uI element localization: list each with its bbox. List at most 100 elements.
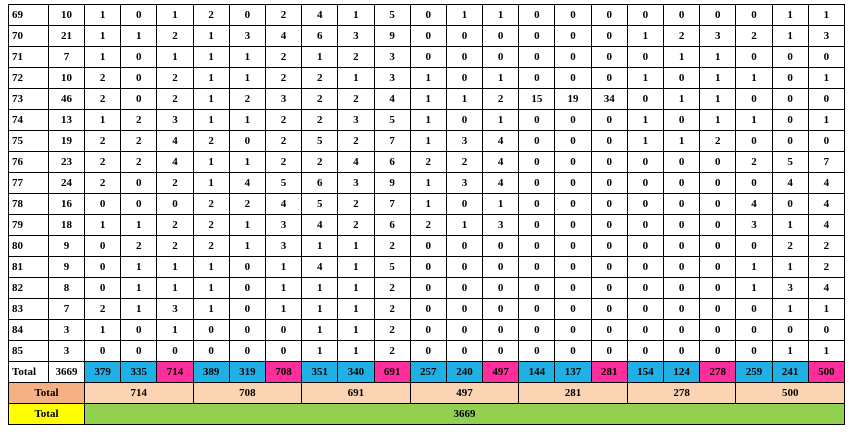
cell: 1: [626, 67, 665, 89]
cell: 0: [445, 25, 484, 47]
cell: 8: [48, 277, 85, 299]
cell: 0: [554, 298, 592, 320]
total-cell: 278: [699, 361, 737, 383]
total-cell: 340: [337, 361, 375, 383]
cell: 1: [83, 46, 122, 68]
cell: 19: [554, 88, 592, 110]
cell: 1: [192, 109, 230, 131]
cell: 0: [518, 277, 556, 299]
cell: 1: [301, 319, 339, 341]
cell: 1: [337, 340, 375, 362]
cell: 0: [554, 256, 592, 278]
cell: 0: [409, 256, 447, 278]
cell: 0: [445, 277, 484, 299]
row-label: 69: [8, 4, 49, 26]
cell: 3: [735, 214, 773, 236]
cell: 2: [735, 25, 773, 47]
cell: 13: [48, 109, 85, 131]
cell: 2: [337, 130, 375, 152]
cell: 2: [156, 214, 194, 236]
cell: 0: [662, 298, 701, 320]
cell: 1: [264, 277, 303, 299]
cell: 1: [735, 109, 773, 131]
table-row: 71 7 1 0 1 1 1 2 1 2 3 0 0 0 0 0 0 0 1 1 0 0 0: [8, 46, 846, 68]
cell: 1: [83, 214, 122, 236]
total-label: Total: [8, 361, 49, 383]
cell: 2: [83, 88, 122, 110]
cell: 0: [228, 130, 266, 152]
cell: 0: [120, 340, 158, 362]
cell: 1: [409, 172, 447, 194]
cell: 2: [120, 109, 158, 131]
cell: 16: [48, 193, 85, 215]
group-total-cell: 714: [84, 382, 194, 404]
total-cell: 259: [735, 361, 773, 383]
cell: 1: [156, 4, 194, 26]
cell: 2: [337, 214, 375, 236]
cell: 0: [554, 235, 592, 257]
cell: 0: [771, 319, 809, 341]
cell: 1: [445, 88, 484, 110]
cell: 2: [264, 109, 303, 131]
table-row: 85 3 0 0 0 0 0 0 1 1 2 0 0 0 0 0 0 0 0 0 0 1 1: [8, 340, 846, 362]
cell: 5: [373, 4, 411, 26]
total-row: Total 3669 379 335 714 389 319 708 351 340 691 257 2…: [8, 361, 846, 383]
cell: 0: [482, 25, 520, 47]
cell: 0: [735, 46, 773, 68]
cell: 0: [626, 277, 665, 299]
row-label: 81: [8, 256, 49, 278]
cell: 4: [301, 4, 339, 26]
cell: 1: [699, 67, 737, 89]
cell: 0: [120, 193, 158, 215]
cell: 1: [192, 46, 230, 68]
cell: 2: [409, 214, 447, 236]
cell: 1: [301, 46, 339, 68]
cell: 0: [518, 256, 556, 278]
cell: 4: [482, 130, 520, 152]
cell: 2: [156, 25, 194, 47]
cell: 0: [518, 109, 556, 131]
cell: 0: [626, 172, 665, 194]
cell: 1: [409, 67, 447, 89]
cell: 0: [626, 88, 665, 110]
cell: 0: [590, 109, 628, 131]
cell: 2: [120, 151, 158, 173]
cell: 0: [409, 277, 447, 299]
cell: 2: [735, 151, 773, 173]
cell: 2: [83, 130, 122, 152]
cell: 4: [807, 172, 846, 194]
cell: 0: [771, 109, 809, 131]
cell: 4: [482, 151, 520, 173]
cell: 1: [735, 277, 773, 299]
cell: 0: [554, 172, 592, 194]
cell: 1: [120, 214, 158, 236]
cell: 2: [83, 172, 122, 194]
cell: 0: [228, 4, 266, 26]
cell: 0: [626, 298, 665, 320]
cell: 1: [83, 25, 122, 47]
cell: 0: [228, 256, 266, 278]
cell: 0: [518, 298, 556, 320]
cell: 3: [482, 214, 520, 236]
cell: 0: [482, 277, 520, 299]
cell: 0: [83, 193, 122, 215]
cell: 1: [409, 109, 447, 131]
cell: 2: [120, 130, 158, 152]
cell: 0: [554, 193, 592, 215]
cell: 1: [192, 151, 230, 173]
cell: 0: [662, 172, 701, 194]
cell: 0: [626, 214, 665, 236]
cell: 0: [590, 130, 628, 152]
cell: 0: [807, 46, 846, 68]
cell: 0: [409, 319, 447, 341]
cell: 0: [590, 340, 628, 362]
cell: 1: [228, 67, 266, 89]
cell: 4: [337, 151, 375, 173]
cell: 2: [373, 298, 411, 320]
row-label: 83: [8, 298, 49, 320]
cell: 1: [120, 298, 158, 320]
table-row: 80 9 0 2 2 2 1 3 1 1 2 0 0 0 0 0 0 0 0 0 0 2 2: [8, 235, 846, 257]
cell: 0: [662, 4, 701, 26]
cell: 2: [156, 88, 194, 110]
cell: 1: [192, 172, 230, 194]
